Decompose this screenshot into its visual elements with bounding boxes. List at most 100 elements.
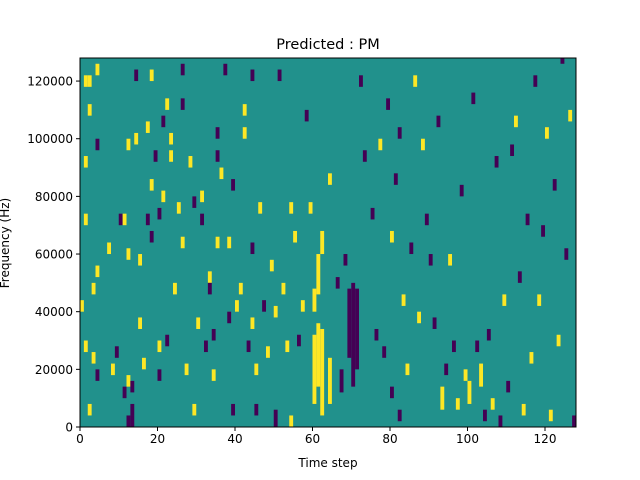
heatmap-cell-low	[180, 63, 185, 76]
heatmap-cell-low	[564, 248, 569, 260]
x-tick-label: 0	[76, 432, 84, 446]
heatmap-cell-low	[393, 173, 398, 185]
heatmap-cell-low	[304, 109, 309, 122]
heatmap-cell-low	[246, 340, 251, 353]
heatmap-cell-high	[83, 75, 88, 87]
y-axis: 0 20000 40000 60000 80000 100000 120000	[27, 75, 80, 435]
heatmap-cell-high	[455, 398, 460, 410]
heatmap-cell-low	[204, 340, 208, 353]
heatmap-cell-low	[517, 271, 522, 283]
y-tick-label: 100000	[27, 132, 73, 146]
heatmap-cell-high	[390, 230, 394, 243]
heatmap-cell-high	[107, 242, 112, 255]
heatmap-cell-high	[219, 167, 224, 180]
heatmap-cell-low	[130, 380, 135, 393]
heatmap-cell-high	[165, 98, 170, 110]
heatmap-cell-high	[122, 213, 127, 226]
heatmap-cell-high	[254, 363, 259, 376]
heatmap-cell-high	[80, 300, 84, 312]
heatmap-cell-low	[231, 403, 236, 416]
heatmap-cell-high	[467, 380, 472, 404]
heatmap-cell-low	[409, 242, 414, 255]
heatmap-cell-high	[320, 328, 325, 416]
heatmap-cell-high	[87, 403, 92, 416]
heatmap-cell-low	[359, 75, 363, 87]
heatmap-cell-high	[192, 403, 197, 416]
heatmap-cell-low	[192, 196, 197, 208]
heatmap-cell-high	[184, 363, 189, 376]
heatmap-cell-high	[161, 190, 166, 203]
heatmap-cell-high	[145, 121, 150, 133]
heatmap-cell-low	[250, 69, 255, 82]
heatmap-cell-low	[560, 58, 565, 64]
heatmap-cell-low	[161, 115, 166, 128]
heatmap-cell-high	[238, 282, 243, 295]
heatmap-cell-high	[211, 369, 216, 381]
heatmap-cell-high	[281, 282, 286, 295]
heatmap-cell-high	[242, 127, 247, 139]
heatmap-cell-high	[514, 115, 518, 128]
heatmap-cell-high	[138, 254, 143, 266]
heatmap-cell-low	[339, 369, 344, 393]
heatmap-cell-high	[413, 75, 418, 87]
heatmap-cells	[80, 58, 577, 427]
heatmap-cell-high	[157, 340, 162, 353]
heatmap-cell-high	[173, 282, 177, 295]
heatmap-cell-high	[320, 230, 325, 255]
heatmap-cell-high	[269, 259, 274, 272]
heatmap-cell-high	[200, 190, 205, 203]
heatmap-cell-high	[126, 375, 131, 387]
heatmap-cell-low	[157, 207, 162, 220]
x-tick-label: 40	[227, 432, 242, 446]
y-tick-label: 40000	[35, 305, 73, 319]
heatmap-cell-low	[215, 150, 220, 162]
heatmap-cell-high	[83, 156, 88, 168]
heatmap-cell-low	[126, 415, 131, 427]
heatmap-cell-high	[328, 173, 332, 185]
chart-title: Predicted : PM	[276, 37, 379, 53]
heatmap-cell-low	[200, 213, 205, 226]
heatmap-cell-low	[541, 225, 546, 237]
x-tick-label: 100	[456, 432, 479, 446]
heatmap-cell-high	[545, 127, 549, 139]
heatmap-cell-low	[165, 334, 170, 347]
heatmap-cell-high	[556, 334, 561, 347]
heatmap-cell-high	[293, 230, 298, 243]
heatmap-cell-low	[207, 282, 212, 295]
heatmap-cell-high	[242, 104, 247, 116]
heatmap-cell-high	[149, 69, 154, 82]
heatmap-cell-high	[316, 323, 321, 387]
heatmap-cell-low	[452, 340, 456, 353]
heatmap-cell-low	[277, 69, 282, 82]
heatmap-cell-low	[471, 92, 476, 105]
heatmap-cell-low	[552, 179, 557, 191]
heatmap-cell-high	[95, 63, 100, 76]
heatmap-cell-high	[479, 363, 484, 387]
x-tick-label: 60	[305, 432, 320, 446]
heatmap-cell-high	[83, 213, 88, 226]
heatmap-cell-high	[91, 352, 96, 364]
heatmap-cell-low	[386, 98, 391, 110]
heatmap-cell-high	[521, 403, 526, 416]
heatmap-cell-low	[347, 288, 352, 358]
heatmap-cell-high	[169, 132, 174, 145]
heatmap-cell-low	[114, 346, 119, 358]
heatmap-cell-high	[142, 357, 146, 370]
heatmap-cell-high	[235, 300, 239, 312]
heatmap-cell-low	[130, 403, 135, 416]
heatmap-cell-low	[153, 150, 158, 162]
heatmap-cell-low	[231, 179, 236, 191]
heatmap-cell-high	[421, 138, 425, 151]
heatmap-cell-high	[529, 352, 534, 364]
heatmap-cell-high	[273, 305, 278, 318]
heatmap-cell-low	[297, 334, 301, 347]
heatmap-cell-low	[122, 386, 127, 399]
heatmap-cell-low	[95, 369, 100, 381]
heatmap-cell-high	[285, 340, 290, 353]
heatmap-cell-high	[215, 236, 220, 249]
heatmap-cell-low	[335, 277, 340, 289]
heatmap-cell-high	[207, 271, 212, 283]
heatmap-cell-low	[118, 213, 123, 226]
heatmap-cell-low	[227, 311, 232, 324]
heatmap-cell-low	[157, 369, 162, 381]
